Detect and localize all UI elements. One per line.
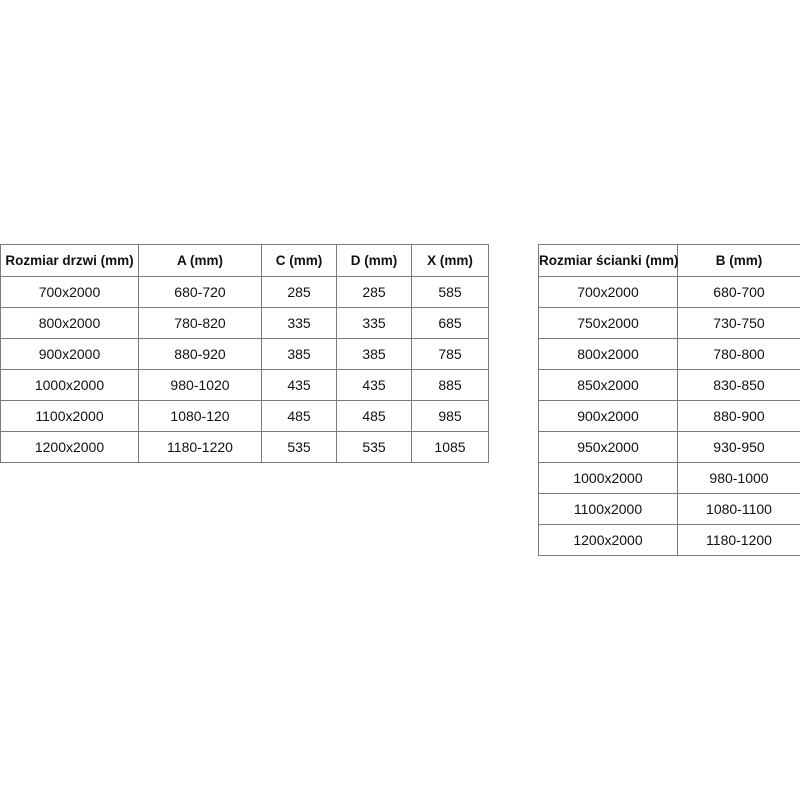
table-cell: 830-850 (677, 369, 800, 401)
table-cell: 700x2000 (0, 276, 139, 308)
header-row: Rozmiar ścianki (mm) B (mm) (538, 244, 800, 277)
table-cell: 985 (411, 400, 489, 432)
table-cell: 1200x2000 (0, 431, 139, 463)
table-row: 850x2000 830-850 (538, 369, 800, 401)
column-header: D (mm) (336, 244, 412, 277)
table-row: 700x2000 680-720 285 285 585 (0, 276, 489, 308)
table-cell: 930-950 (677, 431, 800, 463)
table-row: 1200x2000 1180-1220 535 535 1085 (0, 431, 489, 463)
table-cell: 800x2000 (538, 338, 678, 370)
table-row: 900x2000 880-900 (538, 400, 800, 432)
table-cell: 1000x2000 (0, 369, 139, 401)
table-cell: 335 (261, 307, 337, 339)
table-cell: 1200x2000 (538, 524, 678, 556)
table-cell: 1080-1100 (677, 493, 800, 525)
table-cell: 780-820 (138, 307, 262, 339)
table-row: 950x2000 930-950 (538, 431, 800, 463)
table-cell: 535 (336, 431, 412, 463)
table-cell: 980-1000 (677, 462, 800, 494)
table-cell: 1085 (411, 431, 489, 463)
table-cell: 1180-1220 (138, 431, 262, 463)
table-cell: 285 (336, 276, 412, 308)
table-row: 800x2000 780-800 (538, 338, 800, 370)
table-cell: 730-750 (677, 307, 800, 339)
table-row: 1100x2000 1080-1100 (538, 493, 800, 525)
wall-size-table: Rozmiar ścianki (mm) B (mm) 700x2000 680-7… (538, 244, 800, 556)
table-cell: 950x2000 (538, 431, 678, 463)
table-cell: 780-800 (677, 338, 800, 370)
table-cell: 385 (261, 338, 337, 370)
table-cell: 385 (336, 338, 412, 370)
table-row: 800x2000 780-820 335 335 685 (0, 307, 489, 339)
table-cell: 750x2000 (538, 307, 678, 339)
table-cell: 1100x2000 (0, 400, 139, 432)
table-cell: 880-900 (677, 400, 800, 432)
table-cell: 685 (411, 307, 489, 339)
column-header: C (mm) (261, 244, 337, 277)
table-cell: 885 (411, 369, 489, 401)
table-row: 750x2000 730-750 (538, 307, 800, 339)
table-cell: 435 (261, 369, 337, 401)
table-cell: 335 (336, 307, 412, 339)
table-row: 900x2000 880-920 385 385 785 (0, 338, 489, 370)
table-cell: 1000x2000 (538, 462, 678, 494)
table-row: 1000x2000 980-1020 435 435 885 (0, 369, 489, 401)
table-cell: 900x2000 (538, 400, 678, 432)
table-cell: 700x2000 (538, 276, 678, 308)
table-cell: 535 (261, 431, 337, 463)
table-cell: 485 (261, 400, 337, 432)
header-row: Rozmiar drzwi (mm) A (mm) C (mm) D (mm) X (m… (0, 244, 489, 277)
table-cell: 785 (411, 338, 489, 370)
table-cell: 485 (336, 400, 412, 432)
door-size-table: Rozmiar drzwi (mm) A (mm) C (mm) D (mm) X (m… (0, 244, 489, 463)
column-header: A (mm) (138, 244, 262, 277)
column-header: X (mm) (411, 244, 489, 277)
column-header: Rozmiar drzwi (mm) (0, 244, 139, 277)
table-cell: 680-700 (677, 276, 800, 308)
table-cell: 980-1020 (138, 369, 262, 401)
column-header: Rozmiar ścianki (mm) (538, 244, 679, 277)
table-cell: 285 (261, 276, 337, 308)
table-cell: 585 (411, 276, 489, 308)
table-cell: 680-720 (138, 276, 262, 308)
table-cell: 1180-1200 (677, 524, 800, 556)
table-cell: 800x2000 (0, 307, 139, 339)
table-cell: 1080-120 (138, 400, 262, 432)
table-cell: 435 (336, 369, 412, 401)
column-header: B (mm) (677, 244, 800, 277)
table-row: 700x2000 680-700 (538, 276, 800, 308)
table-cell: 900x2000 (0, 338, 139, 370)
table-cell: 1100x2000 (538, 493, 678, 525)
table-row: 1100x2000 1080-120 485 485 985 (0, 400, 489, 432)
table-cell: 880-920 (138, 338, 262, 370)
table-row: 1000x2000 980-1000 (538, 462, 800, 494)
table-cell: 850x2000 (538, 369, 678, 401)
table-row: 1200x2000 1180-1200 (538, 524, 800, 556)
